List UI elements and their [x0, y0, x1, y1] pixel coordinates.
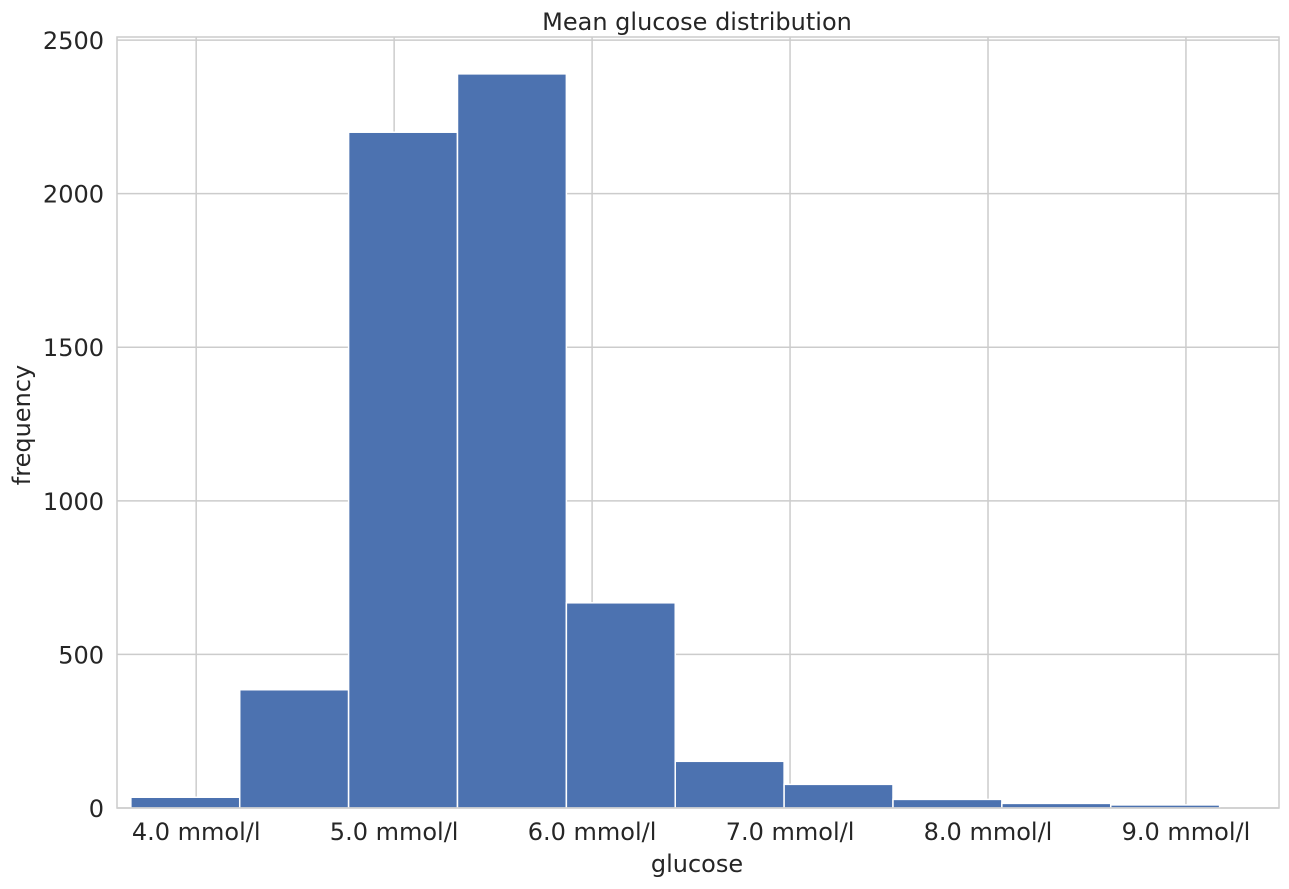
histogram-bar — [130, 796, 241, 809]
y-tick-label: 2500 — [43, 27, 104, 55]
y-axis-label: frequency — [8, 365, 36, 485]
x-tick-label: 5.0 mmol/l — [330, 818, 459, 846]
histogram-bar — [565, 602, 676, 809]
y-tick-label: 1500 — [43, 334, 104, 362]
y-tick-label: 0 — [89, 795, 104, 823]
x-tick-label: 4.0 mmol/l — [132, 818, 261, 846]
x-tick-label: 7.0 mmol/l — [726, 818, 855, 846]
x-axis-ticks: 4.0 mmol/l 5.0 mmol/l 6.0 mmol/l 7.0 mmol/l… — [132, 818, 1250, 846]
histogram-bars — [130, 73, 1221, 809]
histogram-bar — [238, 688, 350, 809]
plot-frame — [116, 36, 1280, 809]
y-tick-label: 500 — [58, 641, 104, 669]
histogram-bar — [783, 783, 894, 809]
histogram-bar — [456, 73, 568, 809]
histogram-bar — [892, 798, 1003, 809]
histogram-bar — [347, 131, 459, 809]
x-tick-label: 8.0 mmol/l — [924, 818, 1053, 846]
y-axis-ticks: 0 500 1000 1500 2000 2500 — [43, 27, 104, 823]
x-tick-label: 9.0 mmol/l — [1122, 818, 1251, 846]
y-tick-label: 2000 — [43, 181, 104, 209]
x-axis-label: glucose — [651, 850, 743, 878]
chart-title: Mean glucose distribution — [542, 8, 852, 36]
y-tick-label: 1000 — [43, 488, 104, 516]
x-tick-label: 6.0 mmol/l — [528, 818, 657, 846]
histogram-bar — [674, 760, 785, 809]
